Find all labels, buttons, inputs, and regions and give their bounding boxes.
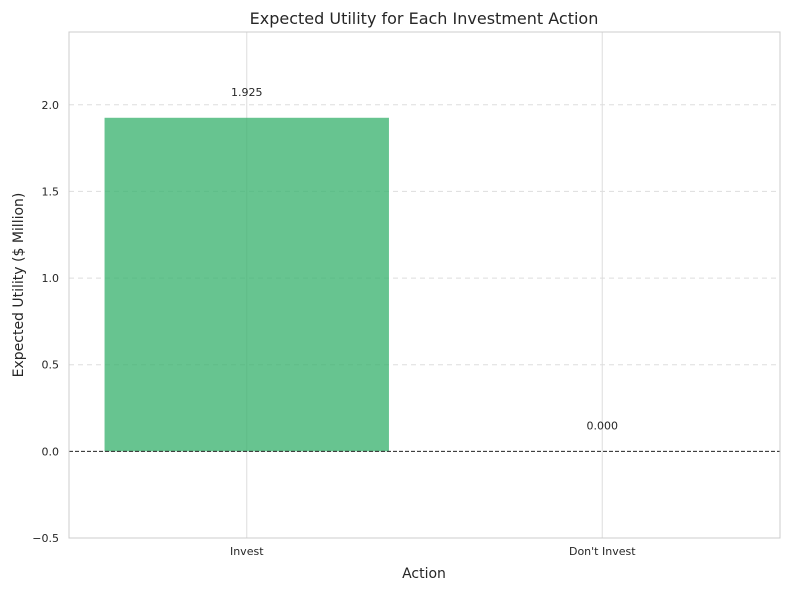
y-tick-label: 1.0 bbox=[42, 272, 60, 285]
x-tick-labels: Invest Don't Invest bbox=[230, 545, 636, 558]
y-tick-label: −0.5 bbox=[32, 532, 59, 545]
chart-title: Expected Utility for Each Investment Act… bbox=[250, 9, 599, 28]
value-label: 1.925 bbox=[231, 86, 263, 99]
bar bbox=[104, 117, 389, 452]
x-tick-label: Invest bbox=[230, 545, 264, 558]
value-label: 0.000 bbox=[587, 419, 619, 432]
plot-frame bbox=[68, 31, 781, 539]
y-tick-label: 2.0 bbox=[42, 99, 60, 112]
x-tick-label: Don't Invest bbox=[569, 545, 636, 558]
bars bbox=[104, 117, 389, 452]
y-tick-label: 0.0 bbox=[42, 445, 60, 458]
y-tick-labels: −0.5 0.0 0.5 1.0 1.5 2.0 bbox=[32, 99, 59, 545]
y-axis-label: Expected Utility ($ Million) bbox=[11, 193, 27, 378]
value-labels: 1.925 0.000 bbox=[231, 86, 618, 433]
y-tick-label: 1.5 bbox=[42, 185, 60, 198]
y-tick-label: 0.5 bbox=[42, 359, 60, 372]
x-axis-label: Action bbox=[402, 566, 446, 582]
